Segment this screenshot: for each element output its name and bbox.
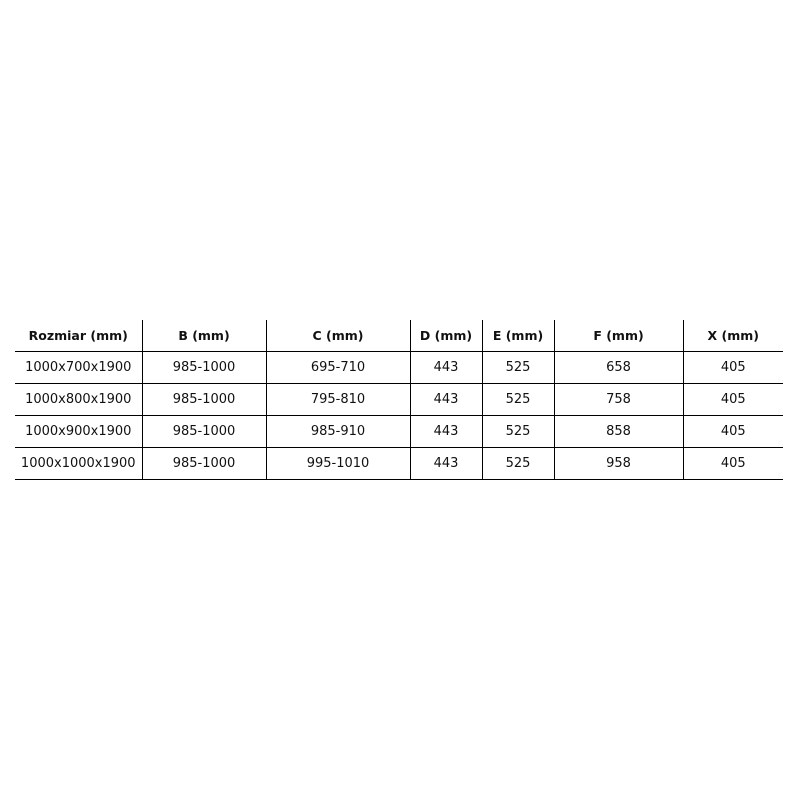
table-cell: 695-710: [265, 351, 410, 384]
table-cell: 1000x800x1900: [15, 383, 142, 416]
table-cell: 405: [682, 351, 783, 384]
table-cell: 985-1000: [141, 447, 266, 480]
header-e: E (mm): [481, 320, 554, 352]
table-cell: 985-910: [265, 415, 410, 448]
table-cell: 995-1010: [265, 447, 410, 480]
header-f: F (mm): [553, 320, 683, 352]
table-cell: 443: [409, 447, 482, 480]
table-cell: 958: [553, 447, 683, 480]
table-cell: 443: [409, 383, 482, 416]
table-cell: 658: [553, 351, 683, 384]
table-cell: 1000x900x1900: [15, 415, 142, 448]
table-cell: 985-1000: [141, 415, 266, 448]
table-row: 1000x700x1900 985-1000 695-710 443 525 658 405: [15, 351, 783, 384]
table-cell: 985-1000: [141, 351, 266, 384]
table-cell: 1000x700x1900: [15, 351, 142, 384]
table-cell: 858: [553, 415, 683, 448]
header-d: D (mm): [409, 320, 482, 352]
table-cell: 525: [481, 383, 554, 416]
table-row: 1000x1000x1900 985-1000 995-1010 443 525 958 4…: [15, 447, 783, 480]
dimensions-table: Rozmiar (mm) B (mm) C (mm) D (mm) E (mm)…: [15, 320, 783, 480]
table-cell: 985-1000: [141, 383, 266, 416]
table-cell: 405: [682, 415, 783, 448]
header-b: B (mm): [141, 320, 266, 352]
table-cell: 1000x1000x1900: [15, 447, 142, 480]
table-row: 1000x800x1900 985-1000 795-810 443 525 758 405: [15, 383, 783, 416]
table-cell: 443: [409, 351, 482, 384]
table-cell: 525: [481, 415, 554, 448]
header-c: C (mm): [265, 320, 410, 352]
table-cell: 443: [409, 415, 482, 448]
table-row: 1000x900x1900 985-1000 985-910 443 525 858 405: [15, 415, 783, 448]
table-header-row: Rozmiar (mm) B (mm) C (mm) D (mm) E (mm)…: [15, 320, 783, 352]
table-cell: 525: [481, 351, 554, 384]
table-cell: 405: [682, 383, 783, 416]
table-cell: 795-810: [265, 383, 410, 416]
header-x: X (mm): [682, 320, 783, 352]
table-cell: 758: [553, 383, 683, 416]
table-cell: 405: [682, 447, 783, 480]
table-cell: 525: [481, 447, 554, 480]
header-rozmiar: Rozmiar (mm): [15, 320, 142, 352]
